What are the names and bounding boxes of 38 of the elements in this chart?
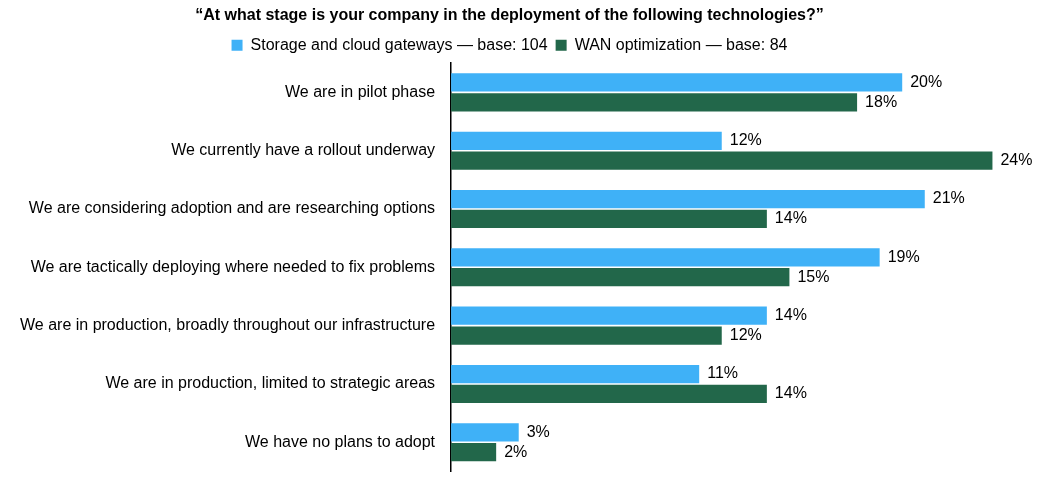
data-label: 12% [729, 131, 762, 149]
bar [451, 131, 722, 150]
bar [451, 443, 497, 462]
data-label: 19% [887, 247, 920, 265]
chart-title: “At what stage is your company in the deployment of the following technologies?” [195, 6, 824, 24]
y-tick-label: We have no plans to adopt [244, 432, 436, 450]
y-tick-label: We currently have a rollout underway [171, 141, 436, 159]
y-tick-label: We are in production, limited to strategic areas [105, 374, 436, 392]
bar [451, 268, 790, 287]
bar [451, 93, 858, 112]
y-tick-label: We are tactically deploying where needed to fix problems [30, 257, 436, 275]
bar [451, 248, 880, 267]
data-label: 2% [504, 442, 528, 460]
bar [451, 151, 993, 170]
bar [451, 189, 925, 209]
legend-label: WAN optimization — base: 84 [574, 35, 788, 53]
legend-label: Storage and cloud gateways — base: 104 [250, 35, 548, 53]
data-label: 11% [707, 364, 739, 382]
y-tick-label: We are in production, broadly throughout our infrastructure [20, 316, 436, 334]
data-label: 14% [774, 384, 807, 402]
bar [451, 306, 767, 325]
data-label: 20% [910, 72, 943, 90]
data-label: 24% [1000, 150, 1033, 168]
data-label: 21% [932, 189, 965, 207]
y-tick-label: We are considering adoption and are researching options [28, 199, 436, 217]
bar [451, 73, 903, 92]
data-label: 12% [729, 325, 762, 343]
data-label: 14% [774, 306, 807, 324]
bar [451, 364, 700, 384]
data-label: 18% [865, 92, 898, 110]
bar [451, 423, 519, 442]
data-label: 15% [797, 267, 830, 285]
data-label: 3% [526, 422, 550, 440]
y-tick-label: We are in pilot phase [285, 82, 436, 100]
bar [451, 326, 722, 345]
bar [451, 209, 767, 229]
data-label: 14% [774, 209, 807, 227]
bar [451, 384, 767, 403]
